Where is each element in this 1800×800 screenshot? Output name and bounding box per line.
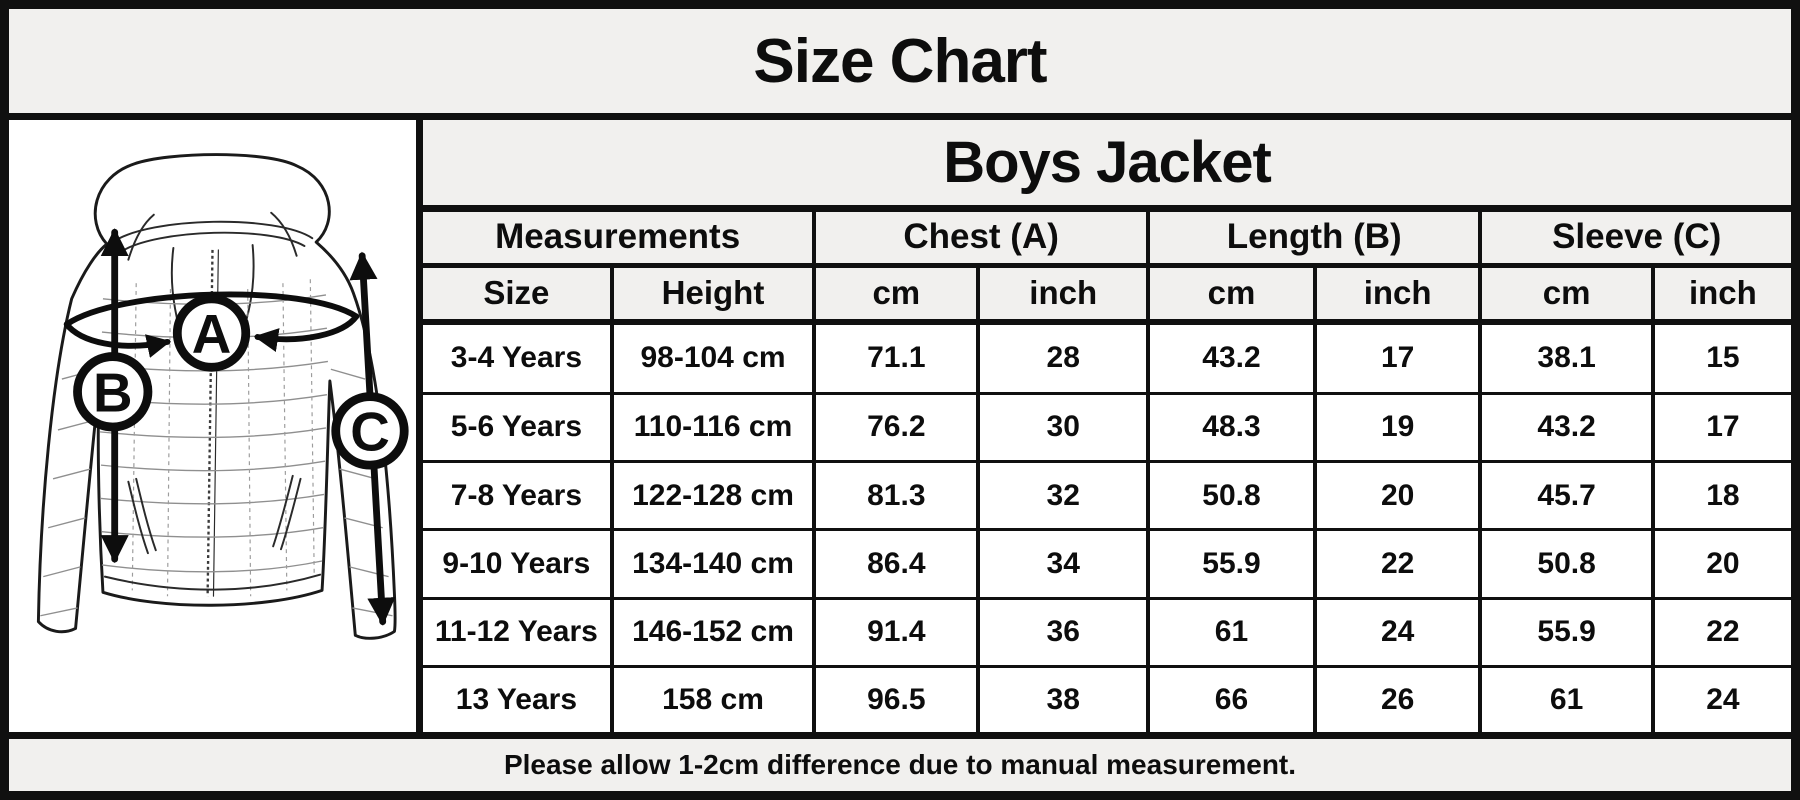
- chest-cm-cell: 76.2: [812, 391, 981, 463]
- sleeve-inch-cell: 18: [1650, 459, 1791, 532]
- length-measure-arrow: B: [73, 228, 153, 564]
- sleeve-cm-cell: 61: [1478, 664, 1655, 732]
- sleeve-inch-cell: 24: [1650, 664, 1791, 732]
- height-cell: 146-152 cm: [609, 596, 817, 668]
- sleeve-inch-cell: 20: [1650, 528, 1791, 600]
- size-cell: 13 Years: [423, 664, 614, 732]
- size-cell: 9-10 Years: [423, 528, 614, 600]
- sleeve-cm-cell: 43.2: [1478, 391, 1655, 463]
- column-header-row: Size Height cm inch cm inch cm inch: [423, 263, 1791, 325]
- chest-inch-cell: 34: [976, 528, 1151, 600]
- height-cell: 122-128 cm: [609, 459, 817, 532]
- table-row: 11-12 Years 146-152 cm 91.4 36 61 24 55.…: [423, 596, 1791, 668]
- length-cm-cell: 66: [1146, 664, 1317, 732]
- sleeve-label-circle: [331, 392, 409, 470]
- size-cell: 5-6 Years: [423, 391, 614, 463]
- sleeve-inch-cell: 22: [1650, 596, 1791, 668]
- jacket-measurement-diagram: B C A: [36, 153, 409, 640]
- chest-label: A: [192, 303, 232, 365]
- length-cm-cell: 61: [1146, 596, 1317, 668]
- group-header-length: Length (B): [1146, 206, 1483, 268]
- chest-cm-cell: 71.1: [812, 320, 981, 395]
- sleeve-label: C: [350, 400, 390, 462]
- table-row: 3-4 Years 98-104 cm 71.1 28 43.2 17 38.1…: [423, 320, 1791, 395]
- height-cell: 98-104 cm: [609, 320, 817, 395]
- chest-inch-cell: 28: [976, 320, 1151, 395]
- col-header-sleeve-cm: cm: [1478, 263, 1655, 325]
- page-title: Size Chart: [9, 9, 1791, 120]
- table-title-row: Boys Jacket: [423, 120, 1791, 212]
- sleeve-cm-cell: 55.9: [1478, 596, 1655, 668]
- col-header-sleeve-inch: inch: [1650, 263, 1791, 325]
- chest-inch-cell: 30: [976, 391, 1151, 463]
- chest-cm-cell: 81.3: [812, 459, 981, 532]
- size-cell: 3-4 Years: [423, 320, 614, 395]
- table-row: 7-8 Years 122-128 cm 81.3 32 50.8 20 45.…: [423, 459, 1791, 532]
- table-title: Boys Jacket: [423, 120, 1791, 212]
- measurement-disclaimer: Please allow 1-2cm difference due to man…: [9, 732, 1791, 791]
- content-area: B C A: [9, 120, 1791, 732]
- length-inch-cell: 24: [1312, 596, 1483, 668]
- length-inch-cell: 17: [1312, 320, 1483, 395]
- col-header-chest-cm: cm: [812, 263, 981, 325]
- height-cell: 110-116 cm: [609, 391, 817, 463]
- chest-measure-arrow: A: [63, 291, 360, 372]
- length-inch-cell: 22: [1312, 528, 1483, 600]
- length-cm-cell: 48.3: [1146, 391, 1317, 463]
- chest-inch-cell: 36: [976, 596, 1151, 668]
- col-header-height: Height: [609, 263, 817, 325]
- jacket-diagram-panel: B C A: [9, 120, 423, 732]
- length-inch-cell: 19: [1312, 391, 1483, 463]
- length-cm-cell: 43.2: [1146, 320, 1317, 395]
- length-cm-cell: 50.8: [1146, 459, 1317, 532]
- chest-cm-cell: 96.5: [812, 664, 981, 732]
- size-cell: 11-12 Years: [423, 596, 614, 668]
- length-label: B: [93, 361, 133, 423]
- table-row: 9-10 Years 134-140 cm 86.4 34 55.9 22 50…: [423, 528, 1791, 600]
- group-header-row: Measurements Chest (A) Length (B) Sleeve…: [423, 206, 1791, 268]
- length-label-circle: [73, 352, 153, 432]
- sleeve-cm-cell: 38.1: [1478, 320, 1655, 395]
- group-header-chest: Chest (A): [812, 206, 1151, 268]
- table-row: 13 Years 158 cm 96.5 38 66 26 61 24: [423, 664, 1791, 732]
- chest-inch-cell: 32: [976, 459, 1151, 532]
- size-table-wrap: Boys Jacket Measurements Chest (A) Lengt…: [423, 120, 1791, 732]
- col-header-length-cm: cm: [1146, 263, 1317, 325]
- length-inch-cell: 20: [1312, 459, 1483, 532]
- chest-cm-cell: 91.4: [812, 596, 981, 668]
- col-header-size: Size: [423, 263, 614, 325]
- group-header-measurements: Measurements: [423, 206, 817, 268]
- length-cm-cell: 55.9: [1146, 528, 1317, 600]
- sleeve-inch-cell: 15: [1650, 320, 1791, 395]
- col-header-chest-inch: inch: [976, 263, 1151, 325]
- sleeve-cm-cell: 50.8: [1478, 528, 1655, 600]
- table-row: 5-6 Years 110-116 cm 76.2 30 48.3 19 43.…: [423, 391, 1791, 463]
- group-header-sleeve: Sleeve (C): [1478, 206, 1791, 268]
- col-header-length-inch: inch: [1312, 263, 1483, 325]
- chest-inch-cell: 38: [976, 664, 1151, 732]
- length-inch-cell: 26: [1312, 664, 1483, 732]
- size-table: Boys Jacket Measurements Chest (A) Lengt…: [423, 120, 1791, 732]
- sleeve-cm-cell: 45.7: [1478, 459, 1655, 532]
- height-cell: 134-140 cm: [609, 528, 817, 600]
- sleeve-measure-arrow: C: [331, 251, 409, 626]
- chest-label-circle: [172, 294, 251, 372]
- chest-cm-cell: 86.4: [812, 528, 981, 600]
- size-cell: 7-8 Years: [423, 459, 614, 532]
- height-cell: 158 cm: [609, 664, 817, 732]
- sleeve-inch-cell: 17: [1650, 391, 1791, 463]
